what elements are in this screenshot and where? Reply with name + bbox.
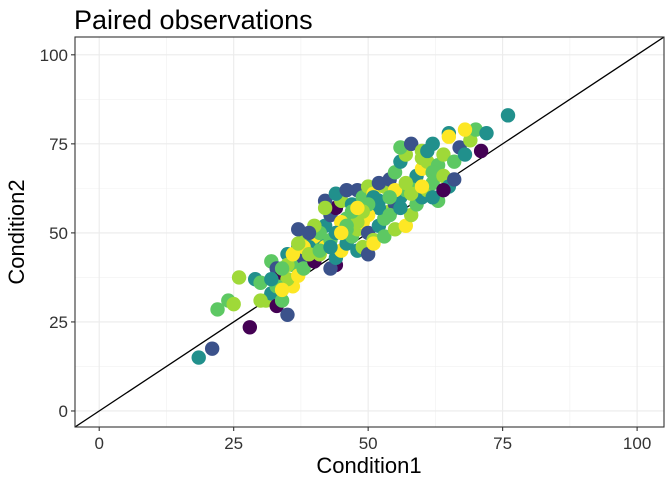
data-point bbox=[420, 143, 435, 159]
x-tick-label: 0 bbox=[94, 434, 103, 453]
data-point bbox=[457, 122, 473, 137]
y-axis-title: Condition2 bbox=[4, 179, 29, 284]
data-point bbox=[210, 302, 225, 317]
data-point bbox=[479, 125, 494, 141]
data-point bbox=[403, 186, 419, 201]
data-point bbox=[231, 270, 247, 285]
data-point bbox=[414, 179, 430, 194]
data-point bbox=[280, 307, 295, 323]
data-point bbox=[441, 129, 457, 144]
x-tick-label: 50 bbox=[359, 434, 378, 453]
data-point bbox=[323, 261, 338, 276]
data-point bbox=[473, 143, 489, 159]
data-point bbox=[334, 225, 349, 241]
data-point bbox=[393, 200, 408, 216]
data-point bbox=[274, 293, 290, 308]
panel-border bbox=[74, 36, 665, 428]
data-point bbox=[274, 282, 290, 298]
data-point bbox=[339, 182, 354, 198]
data-point bbox=[403, 136, 419, 152]
data-point bbox=[323, 239, 338, 255]
data-point bbox=[291, 236, 306, 251]
data-point bbox=[264, 271, 279, 287]
y-tick-label: 100 bbox=[40, 46, 68, 65]
data-point bbox=[371, 175, 387, 191]
data-point bbox=[447, 172, 462, 187]
data-point bbox=[425, 190, 440, 205]
data-point bbox=[204, 341, 220, 356]
data-point bbox=[436, 147, 451, 162]
data-point bbox=[191, 350, 206, 365]
chart-title: Paired observations bbox=[74, 5, 313, 35]
y-tick-label: 50 bbox=[49, 224, 68, 243]
data-point bbox=[447, 154, 462, 169]
y-tick-label: 0 bbox=[59, 402, 68, 421]
data-point bbox=[226, 296, 241, 312]
data-point bbox=[366, 236, 381, 251]
data-point bbox=[360, 247, 376, 262]
y-tick-label: 75 bbox=[49, 135, 68, 154]
data-point bbox=[463, 133, 478, 148]
x-tick-label: 25 bbox=[224, 434, 243, 453]
data-point bbox=[296, 261, 311, 276]
data-point bbox=[350, 200, 365, 216]
data-point bbox=[242, 320, 258, 335]
data-point bbox=[285, 247, 301, 262]
data-point bbox=[253, 293, 268, 308]
data-point bbox=[403, 207, 419, 223]
data-point bbox=[382, 207, 397, 223]
y-tick-label: 25 bbox=[49, 313, 68, 332]
data-point bbox=[377, 229, 392, 244]
data-point bbox=[500, 108, 516, 123]
data-point bbox=[436, 182, 451, 198]
data-point bbox=[317, 200, 333, 216]
data-point bbox=[274, 261, 290, 276]
x-tick-label: 100 bbox=[623, 434, 651, 453]
data-point bbox=[457, 147, 473, 162]
x-tick-label: 75 bbox=[493, 434, 512, 453]
data-point bbox=[382, 190, 397, 205]
data-point bbox=[398, 175, 414, 191]
plot-panel: 0 25 50 75 100 0 25 50 75 100 bbox=[40, 36, 665, 453]
x-axis-title: Condition1 bbox=[316, 453, 421, 478]
data-point bbox=[398, 218, 414, 233]
data-point bbox=[387, 165, 403, 180]
data-point bbox=[301, 225, 317, 241]
